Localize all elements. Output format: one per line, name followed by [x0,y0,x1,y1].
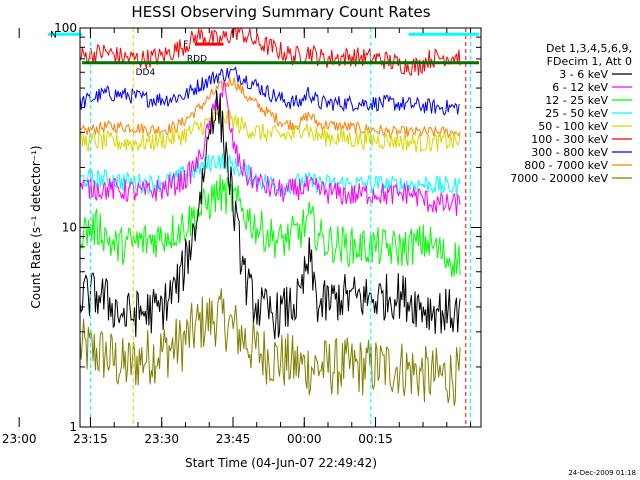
series-line [80,174,461,278]
series-line [80,77,461,140]
x-tick-label: 00:00 [287,432,322,446]
legend-entry: 25 - 50 keV [545,107,608,120]
legend-header: Det 1,3,4,5,6,9, [546,42,632,55]
legend-entry: 300 - 800 keV [531,146,608,159]
series-line [80,108,461,154]
series-line [80,81,461,216]
legend-entry: 7000 - 20000 keV [510,172,608,185]
x-tick-label: 23:45 [216,432,251,446]
flag-label: RDD [187,55,207,65]
series-line [80,28,461,76]
legend-entry: 50 - 100 keV [538,120,608,133]
flag-label: N [50,30,57,40]
legend-entry: 800 - 7000 keV [524,159,608,172]
legend-entry: 100 - 300 keV [531,133,608,146]
legend-entry: 3 - 6 keV [559,68,608,81]
flag-label: F [183,40,188,50]
series-line [80,288,461,406]
series-line [80,66,461,116]
x-tick-label: 23:15 [73,432,108,446]
legend: Det 1,3,4,5,6,9,FDecim 1, Att 03 - 6 keV… [510,42,632,185]
legend-entry: 12 - 25 keV [545,94,608,107]
y-axis-label: Count Rate (s⁻¹ detector⁻¹) [29,145,43,308]
y-axis: 100 10 1 [54,21,481,434]
x-tick-label: 23:30 [144,432,179,446]
y-tick-label: 100 [54,21,77,35]
y-tick-label: 1 [69,420,77,434]
flag-label: DD4 [136,68,156,78]
x-tick-label: 00:15 [358,432,393,446]
legend-header: FDecim 1, Att 0 [547,55,632,68]
x-axis-label: Start Time (04-Jun-07 22:49:42) [185,456,377,470]
series-line [80,90,461,340]
legend-entry: 6 - 12 keV [552,81,608,94]
x-axis: 23:00 23:15 23:30 23:45 00:00 00:15 [2,28,472,446]
annotation-layer: N F RDD DD4 [47,30,479,78]
y-tick-label: 10 [62,221,77,235]
series-line [80,153,461,197]
series-layer [80,28,472,427]
chart-title: HESSI Observing Summary Count Rates [131,3,430,21]
footer-stamp: 24-Dec-2009 01:18 [568,469,636,477]
x-tick-label: 23:00 [2,432,37,446]
